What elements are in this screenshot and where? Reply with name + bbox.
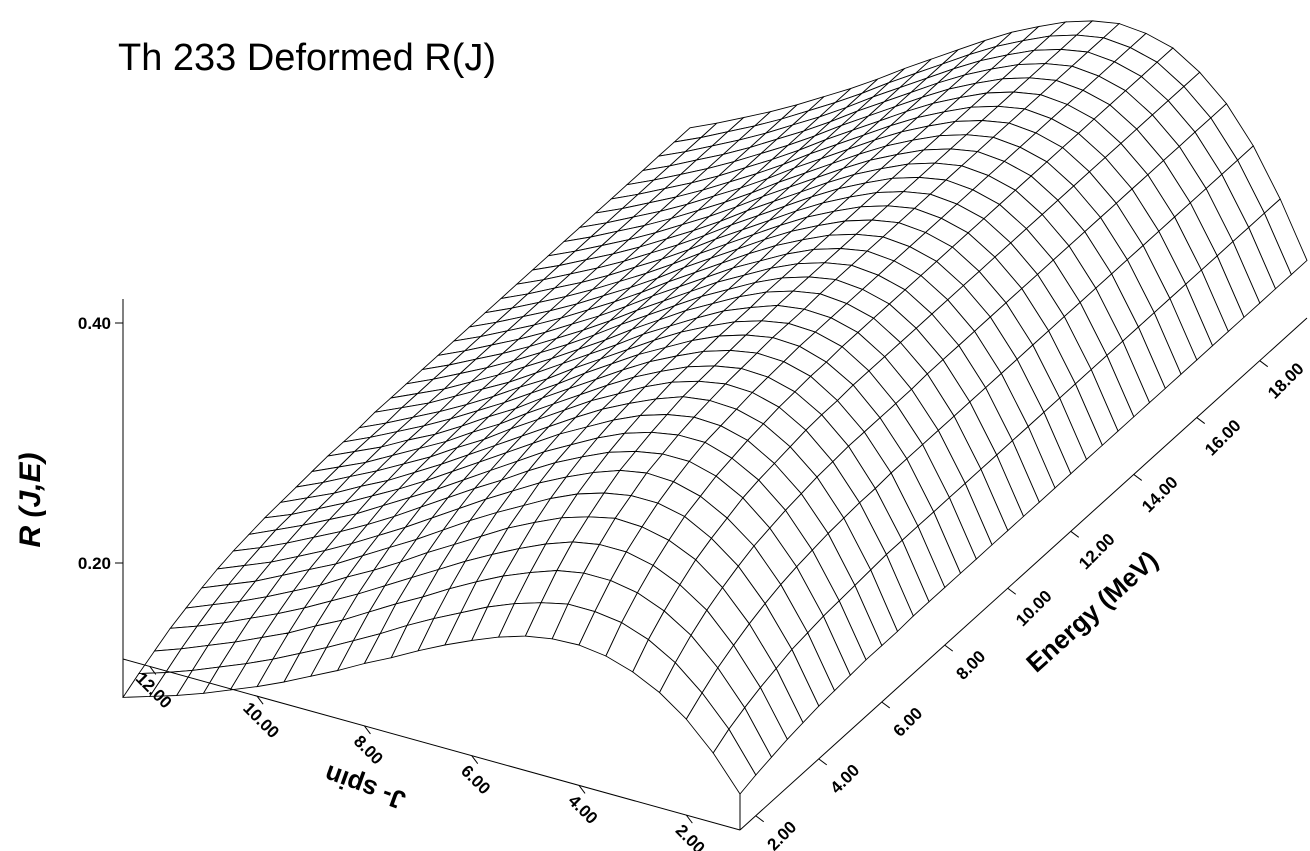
- surface-mesh: [122, 20, 1308, 795]
- e-tick-mark: [755, 815, 765, 823]
- e-tick-label: 8.00: [952, 647, 989, 684]
- e-tick-label: 10.00: [1012, 587, 1056, 631]
- e-tick-label: 4.00: [826, 761, 863, 798]
- e-tick-mark: [881, 701, 891, 709]
- axis-frame: [122, 299, 1308, 831]
- j-tick-mark: [149, 666, 157, 675]
- z-axis-label: R (J,E): [14, 452, 47, 547]
- j-tick-label: 2.00: [672, 821, 709, 851]
- x-axis-label: J- spin: [320, 759, 409, 816]
- e-tick-label: 12.00: [1075, 530, 1119, 574]
- j-tick-label: 8.00: [350, 732, 387, 769]
- surface-cell: [712, 728, 757, 795]
- e-tick-mark: [1196, 417, 1206, 424]
- j-tick-mark: [578, 785, 586, 794]
- e-tick-label: 2.00: [763, 817, 800, 851]
- j-tick-mark: [364, 725, 371, 735]
- j-tick-label: 10.00: [239, 699, 283, 743]
- j-tick-mark: [471, 755, 479, 764]
- e-tick-mark: [1007, 587, 1017, 595]
- e-tick-mark: [818, 758, 828, 766]
- chart-title: Th 233 Deformed R(J): [118, 37, 496, 79]
- j-tick-label: 4.00: [564, 791, 601, 828]
- e-tick-mark: [944, 644, 954, 652]
- e-axis-line: [739, 317, 1308, 831]
- z-tick-label: 0.20: [78, 554, 111, 573]
- j-tick-mark: [256, 695, 264, 705]
- z-tick-label: 0.40: [78, 314, 111, 333]
- j-tick-mark: [685, 814, 693, 824]
- e-tick-label: 14.00: [1138, 473, 1182, 517]
- e-tick-mark: [1259, 360, 1269, 368]
- e-tick-mark: [1070, 530, 1080, 538]
- j-axis-line: [122, 658, 741, 831]
- e-tick-label: 16.00: [1201, 416, 1245, 460]
- e-tick-mark: [1133, 474, 1143, 481]
- e-tick-label: 18.00: [1264, 359, 1308, 403]
- j-tick-label: 6.00: [457, 761, 494, 798]
- e-tick-label: 6.00: [889, 704, 926, 741]
